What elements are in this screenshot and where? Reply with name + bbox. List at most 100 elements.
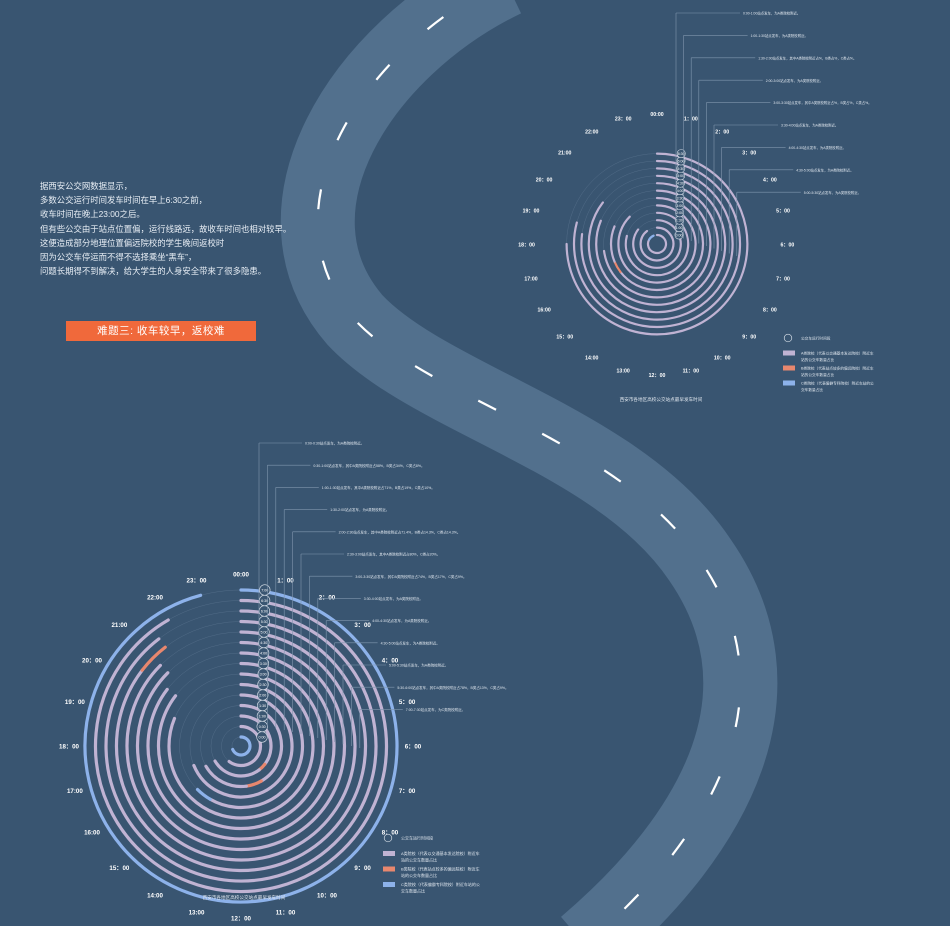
annotation-text: 7:00-7:30站点发车，为C类院校附近。 bbox=[406, 707, 465, 712]
legend-swatch-a bbox=[783, 350, 795, 356]
ring-arc-a bbox=[146, 651, 336, 841]
annotation-text: 2:00-3:00站点发车，为A类院校附近。 bbox=[766, 78, 823, 83]
hour-label: 20：00 bbox=[82, 658, 103, 665]
time-tag-label: 4:00 bbox=[260, 651, 267, 655]
annotation-text: 1:30-2:00站点发车，其中A类院校附近占%，B类占%，C类占%。 bbox=[758, 55, 856, 60]
hour-label: 12：00 bbox=[231, 916, 252, 923]
annotation-text: 1:00-1:30站点发车，其中A类院校附近占71%，B类占19%，C类占10%… bbox=[322, 485, 435, 490]
time-tag-label: 1:30 bbox=[259, 704, 266, 708]
ring-arc-a bbox=[135, 640, 347, 852]
hour-label: 11：00 bbox=[683, 369, 700, 375]
annotation-text: 0:30-1:00站点发车，其中A类院校附近占58%，B类占34%，C类占8%。 bbox=[313, 463, 424, 468]
time-tag-label: 0:00 bbox=[259, 735, 266, 739]
ring-arc-a bbox=[192, 693, 294, 799]
legend-label: A类院校（代表以交通基本发达院校）附近车 bbox=[401, 850, 480, 856]
ring-arc-a bbox=[609, 225, 616, 263]
annotation-text: 4:30-5:00站点发车，为A类院校附近。 bbox=[796, 167, 853, 172]
time-tag-label: 5:30 bbox=[677, 167, 684, 171]
road-illustration bbox=[280, 0, 778, 926]
hour-label: 19：00 bbox=[65, 699, 86, 706]
legend-swatch-c bbox=[383, 882, 395, 887]
time-tag-label: 6:30 bbox=[678, 152, 685, 156]
annotation-text: 0:00-0:30站点发车，为A类院校附近。 bbox=[305, 441, 364, 446]
hour-label: 22:00 bbox=[585, 130, 598, 136]
hour-label: 18：00 bbox=[518, 243, 535, 249]
ring-arc-c bbox=[231, 735, 252, 757]
legend-label-continued: 站的公交车数量占比 bbox=[801, 357, 834, 362]
ring-arc-a bbox=[93, 598, 389, 894]
legend-label-continued: 交车数量占比 bbox=[801, 387, 823, 392]
hour-label: 1：00 bbox=[277, 577, 294, 584]
intro-line: 因为公交车停运而不得不选择乘坐“黑车”， bbox=[40, 252, 197, 263]
hour-label: 7：00 bbox=[399, 788, 416, 795]
ring-arc-a bbox=[565, 152, 749, 336]
hour-label: 3：00 bbox=[742, 150, 756, 156]
intro-line: 收车时间在晚上23:00之后。 bbox=[40, 209, 145, 220]
legend-label: B类院校（代表站点较多的偏远院校）附近车 bbox=[401, 866, 480, 872]
annotation-text: 4:00-4:30站点发车，为A类院校附近。 bbox=[789, 145, 846, 150]
hour-label: 17:00 bbox=[67, 788, 83, 795]
annotation-text: 0:00-1:00站点发车，为A类院校附近。 bbox=[743, 11, 800, 16]
hour-label: 4：00 bbox=[763, 177, 777, 183]
hour-label: 9：00 bbox=[354, 865, 371, 872]
hour-label: 15：00 bbox=[556, 335, 573, 341]
hour-label: 8：00 bbox=[382, 830, 399, 837]
chart-top-radial: 00:00 1：00 2：00 3：00 4：00 5：00 6：00 7：00 8：00 9：0… bbox=[518, 11, 874, 403]
hour-label: 17:00 bbox=[524, 276, 537, 282]
hour-label: 16:00 bbox=[537, 308, 550, 314]
hour-label: 7：00 bbox=[776, 276, 790, 282]
time-tag-label: 1:00 bbox=[259, 714, 266, 718]
time-tag-label: 4:00 bbox=[677, 189, 684, 193]
legend-label-continued: 站的公交车数量占比 bbox=[401, 857, 437, 863]
intro-line: 据西安公交网数据显示， bbox=[40, 181, 133, 191]
legend-swatch-a bbox=[383, 851, 395, 856]
hour-label: 22:00 bbox=[147, 595, 163, 602]
ring-arc-a bbox=[204, 764, 248, 789]
intro-line: 这便造成部分地理位置偏远院校的学生晚间返校时 bbox=[40, 237, 225, 248]
hour-label: 00:00 bbox=[233, 572, 249, 579]
annotation-text: 1:00-1:30站点发车，为A类院校附近。 bbox=[751, 33, 808, 38]
hour-label: 20：00 bbox=[536, 177, 553, 183]
road-center-dashes bbox=[316, 0, 742, 926]
legend-swatch-b bbox=[383, 866, 395, 872]
annotation-text: 2:00-2:30站点发车，其中A类院校附近占71.4%，B类占14.3%，C类… bbox=[339, 529, 461, 534]
hour-label: 14:00 bbox=[585, 355, 598, 361]
ring-arc-a bbox=[104, 609, 378, 883]
legend-label-continued: 站的公交车数量占比 bbox=[801, 372, 834, 377]
time-tag-label: 2:30 bbox=[260, 683, 267, 687]
legend-label-continued: 站的公交车数量占比 bbox=[401, 872, 437, 878]
intro-line: 问题长期得不到解决，给大学生的人身安全带来了很多隐患。 bbox=[40, 266, 267, 277]
time-tag-label: 2:00 bbox=[259, 693, 266, 697]
legend-swatch-b bbox=[783, 365, 795, 371]
ring-arc-b bbox=[613, 260, 622, 274]
ring-arc-b bbox=[140, 645, 167, 672]
hour-label: 9：00 bbox=[742, 335, 756, 341]
legend-ring-swatch bbox=[383, 833, 393, 843]
hour-label: 11：00 bbox=[276, 910, 296, 917]
time-tag-label: 3:30 bbox=[677, 196, 684, 200]
hour-label: 23：00 bbox=[615, 117, 632, 123]
time-tag-label: 7:00 bbox=[261, 588, 268, 592]
hour-label: 10：00 bbox=[317, 893, 338, 900]
annotation-text: 3:00-3:30站点发车，其中A类院校附近占%，B类占%，C类占%。 bbox=[773, 100, 871, 105]
annotation-text: 1:30-2:00站点发车，为A类院校附近。 bbox=[330, 507, 389, 512]
ring-arc-a bbox=[572, 159, 742, 329]
intro-line: 但有些公交由于站点位置偏，运行线路远，故收车时间也相对较早。 bbox=[40, 223, 292, 234]
hour-label: 23：00 bbox=[187, 577, 208, 584]
hour-label: 6：00 bbox=[405, 744, 422, 751]
ring-arc-a bbox=[587, 174, 727, 314]
annotation-text: 3:30-4:00站点发车，为A类院校附近。 bbox=[781, 123, 838, 128]
annotation-text: 3:00-3:30站点发车，其中A类院校附近占74%，B类占17%，C类占9%。 bbox=[355, 574, 466, 579]
time-tag-circle bbox=[676, 149, 686, 158]
hour-label: 8：00 bbox=[763, 308, 777, 314]
hour-label: 13:00 bbox=[189, 910, 205, 917]
annotation-text: 5:00-5:30站点发车，为A类院校附近。 bbox=[389, 663, 448, 668]
time-tag-label: 0:30 bbox=[259, 725, 266, 729]
ring-arc-a bbox=[595, 182, 719, 306]
intro-line: 多数公交运行时间发车时间在早上6:30之前， bbox=[40, 195, 208, 206]
ring-arc-a bbox=[208, 682, 305, 810]
ring-arc-a bbox=[239, 714, 273, 766]
hour-label: 13:00 bbox=[617, 369, 630, 375]
hour-label: 6：00 bbox=[780, 243, 794, 249]
hour-label: 19：00 bbox=[523, 209, 540, 215]
